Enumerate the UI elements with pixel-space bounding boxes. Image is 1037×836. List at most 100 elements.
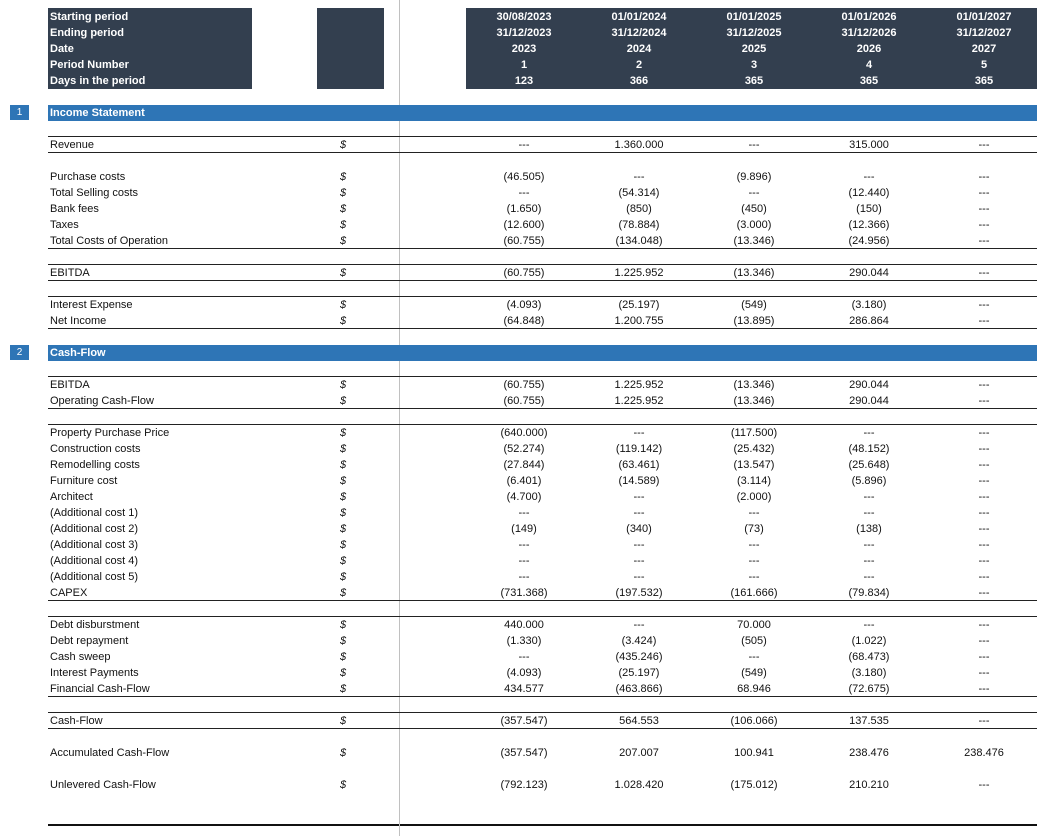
value-cell: ---	[978, 715, 990, 727]
row-label: Cash sweep	[50, 651, 111, 663]
header-period-days: 365	[859, 75, 879, 87]
row-unit: $	[340, 555, 347, 567]
value-cell: ---	[863, 619, 875, 631]
value-cell: ---	[978, 315, 990, 327]
row-border	[48, 264, 1037, 265]
header-label-block	[48, 8, 252, 89]
row-unit: $	[340, 667, 347, 679]
row-label: Remodelling costs	[50, 459, 140, 471]
header-unit-block	[317, 8, 384, 89]
header-period-year: 2023	[511, 43, 537, 55]
value-cell: (450)	[741, 203, 767, 215]
value-cell: ---	[633, 171, 645, 183]
row-label: Construction costs	[50, 443, 141, 455]
header-label: Date	[50, 43, 74, 55]
header-period-number: 1	[520, 59, 528, 71]
row-unit: $	[340, 299, 347, 311]
value-cell: (731.368)	[500, 587, 548, 599]
row-label: Operating Cash-Flow	[50, 395, 154, 407]
value-cell: (79.834)	[848, 587, 890, 599]
value-cell: (46.505)	[503, 171, 545, 183]
table-bottom-border	[48, 824, 399, 826]
header-periods-block	[466, 8, 1037, 89]
row-border	[48, 328, 1037, 329]
value-cell: (13.346)	[733, 235, 775, 247]
value-cell: (60.755)	[503, 379, 545, 391]
value-cell: (52.274)	[503, 443, 545, 455]
row-label: Architect	[50, 491, 93, 503]
value-cell: (2.000)	[736, 491, 772, 503]
value-cell: ---	[978, 219, 990, 231]
value-cell: (357.547)	[500, 715, 548, 727]
value-cell: (24.956)	[848, 235, 890, 247]
value-cell: ---	[748, 651, 760, 663]
value-cell: ---	[863, 539, 875, 551]
value-cell: ---	[978, 187, 990, 199]
value-cell: ---	[633, 427, 645, 439]
value-cell: ---	[863, 491, 875, 503]
row-unit: $	[340, 539, 347, 551]
value-cell: ---	[978, 571, 990, 583]
value-cell: (3.424)	[621, 635, 657, 647]
value-cell: (463.866)	[615, 683, 663, 695]
value-cell: (60.755)	[503, 395, 545, 407]
value-cell: (5.896)	[851, 475, 887, 487]
value-cell: (13.346)	[733, 267, 775, 279]
header-period-start: 01/01/2025	[726, 11, 782, 23]
value-cell: ---	[978, 139, 990, 151]
header-period-start: 30/08/2023	[496, 11, 552, 23]
header-label: Ending period	[50, 27, 124, 39]
value-cell: ---	[518, 651, 530, 663]
value-cell: ---	[518, 571, 530, 583]
value-cell: (48.152)	[848, 443, 890, 455]
row-unit: $	[340, 715, 347, 727]
value-cell: (3.180)	[851, 299, 887, 311]
value-cell: ---	[748, 187, 760, 199]
value-cell: ---	[978, 379, 990, 391]
row-label: CAPEX	[50, 587, 88, 599]
value-cell: ---	[748, 507, 760, 519]
header-period-number: 5	[980, 59, 988, 71]
value-cell: (13.895)	[733, 315, 775, 327]
row-unit: $	[340, 187, 347, 199]
row-border	[48, 136, 1037, 137]
value-cell: 286.864	[849, 315, 889, 327]
row-label: Furniture cost	[50, 475, 118, 487]
header-period-year: 2027	[971, 43, 997, 55]
value-cell: ---	[978, 475, 990, 487]
value-cell: ---	[748, 571, 760, 583]
row-unit: $	[340, 571, 347, 583]
value-cell: (640.000)	[500, 427, 548, 439]
value-cell: (6.401)	[506, 475, 542, 487]
header-period-days: 365	[974, 75, 994, 87]
row-label: Net Income	[50, 315, 107, 327]
section-header-bar	[48, 345, 1037, 361]
header-period-year: 2026	[856, 43, 882, 55]
row-unit: $	[340, 683, 347, 695]
value-cell: ---	[978, 267, 990, 279]
value-cell: ---	[978, 459, 990, 471]
value-cell: (4.093)	[506, 299, 542, 311]
header-period-end: 31/12/2026	[841, 27, 897, 39]
header-period-end: 31/12/2025	[726, 27, 782, 39]
row-label: Purchase costs	[50, 171, 126, 183]
row-border	[48, 696, 1037, 697]
value-cell: ---	[863, 555, 875, 567]
value-cell: (12.366)	[848, 219, 890, 231]
value-cell: ---	[978, 667, 990, 679]
header-period-days: 123	[514, 75, 534, 87]
row-border	[48, 728, 1037, 729]
value-cell: (63.461)	[618, 459, 660, 471]
value-cell: (3.180)	[851, 667, 887, 679]
header-period-start: 01/01/2027	[956, 11, 1012, 23]
value-cell: 210.210	[849, 779, 889, 791]
value-cell: ---	[633, 571, 645, 583]
header-period-end: 31/12/2027	[956, 27, 1012, 39]
value-cell: (161.666)	[730, 587, 778, 599]
row-label: EBITDA	[50, 379, 90, 391]
value-cell: (1.650)	[506, 203, 542, 215]
value-cell: ---	[978, 635, 990, 647]
value-cell: (1.022)	[851, 635, 887, 647]
value-cell: (197.532)	[615, 587, 663, 599]
value-cell: (117.500)	[730, 427, 778, 439]
